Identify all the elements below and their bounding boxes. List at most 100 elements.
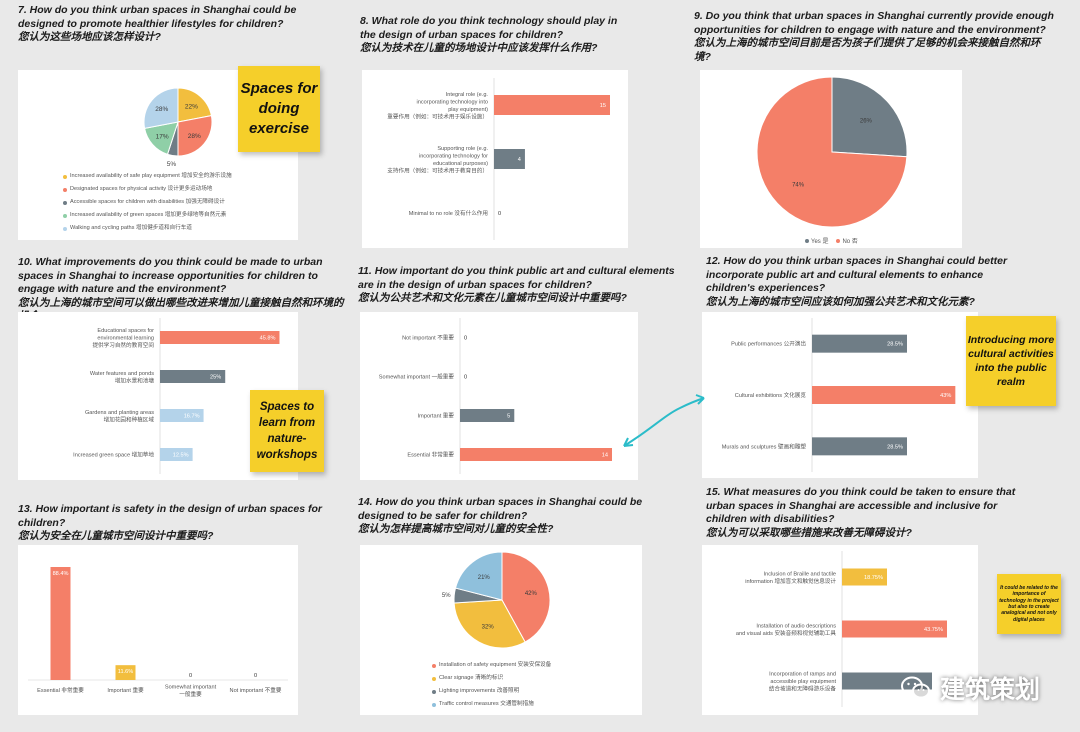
q15-chart-card: Inclusion of Braille and tactile informat…: [702, 545, 978, 715]
q14-chart-card: 42% 32% 5% 21% Installation of safety equip…: [360, 545, 642, 715]
sticky-note-cultural: Introducing more cultural activities int…: [966, 316, 1056, 406]
q9-legend: Yes 是 No 否: [805, 236, 858, 245]
q8-category-label-2: Minimal to no role 没有什么作用: [409, 209, 488, 217]
q9-pie-chart: 26% 74%: [756, 76, 908, 228]
q14-legend-swatch-3: [432, 702, 436, 707]
q11-value-label-2: 5: [507, 414, 510, 420]
watermark-text: 建筑策划: [940, 676, 1041, 704]
q8-title-cn: 您认为技术在儿童的场地设计中应该发挥什么作用?: [360, 42, 598, 54]
q7-legend-label-0: Increased availability of safe play equi…: [70, 173, 232, 179]
q14-title-en: 14. How do you think urban spaces in Sha…: [358, 496, 643, 522]
q7-legend-swatch-0: [63, 174, 67, 179]
q7-slice-label-4: 28%: [155, 106, 168, 113]
q12-title: 12. How do you think urban spaces in Sha…: [706, 255, 1026, 309]
q14-title-cn: 您认为怎样提高城市空间对儿童的安全性?: [358, 523, 554, 535]
q11-category-label-2: Important 重要: [418, 412, 455, 420]
q14-legend-label-0: Installation of safety equipment 安装安保设备: [439, 662, 552, 668]
q12-bar-2: [812, 437, 907, 456]
q8-chart-card: Integral role (e.g. incorporating technol…: [362, 70, 628, 248]
q11-value-label-1: 0: [464, 375, 467, 381]
q15-title-cn: 您认为可以采取哪些措施来改善无障碍设计?: [706, 526, 912, 539]
q10-bar-1: [160, 370, 226, 383]
q10-value-label-3: 12.5%: [173, 453, 189, 459]
q14-legend-item-2: Lighting improvements 改善照明: [432, 685, 551, 698]
q13-bar-0: [50, 567, 71, 680]
q14-slice-label-2: 5%: [442, 593, 451, 599]
q10-bar-chart: Educational spaces for environmental lear…: [73, 318, 280, 474]
q8-title: 8. What role do you think technology sho…: [360, 15, 635, 56]
q14-slice-3: [454, 551, 503, 601]
q9-slice-label-1: 74%: [792, 182, 805, 188]
q14-slice-0: [501, 551, 551, 643]
q7-slice-label-2: 5%: [167, 161, 177, 168]
q14-legend-item-3: Traffic control measures 交通管制措施: [432, 698, 551, 711]
q7-slice-label-0: 22%: [185, 103, 198, 110]
q14-legend-swatch-1: [432, 676, 436, 681]
q8-value-label-1: 4: [518, 157, 521, 163]
q14-legend-swatch-0: [432, 663, 436, 668]
q10-title-en: 10. What improvements do you think could…: [18, 256, 323, 295]
q8-bar-chart: Integral role (e.g. incorporating technol…: [387, 78, 610, 240]
q14-title: 14. How do you think urban spaces in Sha…: [358, 496, 683, 537]
q12-value-label-2: 28.5%: [887, 444, 903, 450]
q13-category-label-0: Essential 非常重要: [37, 686, 84, 694]
q12-chart-card: Public performances 公开演出 28.5% Cultural ex…: [702, 312, 978, 478]
q11-bar-3: [460, 448, 612, 461]
q13-title: 13. How important is safety in the desig…: [18, 503, 348, 544]
q14-slice-label-1: 32%: [482, 625, 495, 631]
q10-category-label-2: Gardens and planting areas 增加花园和种植区域: [85, 410, 154, 424]
sticky-note-exercise: Spaces for doing exercise: [238, 66, 320, 152]
q15-category-label-2: Incorporation of ramps and accessible pla…: [769, 672, 837, 693]
q7-legend: Increased availability of safe play equi…: [63, 170, 232, 235]
q7-slice-1: [177, 115, 213, 157]
q10-bar-2: [160, 409, 204, 422]
q15-title-en: 15. What measures do you think could be …: [706, 486, 1016, 525]
q7-legend-label-1: Designated spaces for physical activity …: [70, 186, 213, 192]
q15-value-label-0: 18.75%: [864, 575, 883, 581]
q10-value-label-1: 25%: [210, 375, 221, 381]
q9-legend-label-1: No 否: [842, 239, 858, 245]
q10-value-label-0: 45.8%: [260, 336, 276, 342]
q13-category-label-2: Somewhat important 一般重要: [165, 684, 217, 698]
q13-title-en: 13. How important is safety in the desig…: [18, 503, 322, 529]
q8-value-label-0: 15: [600, 103, 606, 109]
q12-bar-chart: Public performances 公开演出 28.5% Cultural ex…: [722, 318, 956, 472]
q12-value-label-1: 43%: [940, 393, 951, 399]
q7-title-en: 7. How do you think urban spaces in Shan…: [18, 4, 297, 30]
q11-bar-chart: Not important 不重要 0 Somewhat important 一般重…: [379, 318, 612, 474]
q7-legend-item-4: Walking and cycling paths 增加健步道和自行车道: [63, 222, 232, 235]
q7-slice-label-1: 28%: [188, 133, 201, 140]
q9-slice-0: [831, 76, 908, 158]
q11-category-label-3: Essential 非常重要: [407, 451, 454, 459]
q14-pie-chart: 42% 32% 5% 21%: [442, 551, 551, 649]
q10-category-label-0: Educational spaces for environmental lear…: [92, 328, 154, 349]
q7-legend-swatch-3: [63, 213, 67, 218]
q7-legend-item-0: Increased availability of safe play equi…: [63, 170, 232, 183]
q13-category-label-1: Important 重要: [107, 686, 144, 694]
q9-title: 9. Do you think that urban spaces in Sha…: [694, 10, 1056, 64]
q7-legend-item-1: Designated spaces for physical activity …: [63, 183, 232, 196]
q7-slice-label-3: 17%: [156, 133, 169, 140]
q8-category-label-0: Integral role (e.g. incorporating technol…: [387, 92, 488, 121]
q9-slice-label-0: 26%: [860, 119, 873, 125]
q9-slice-1: [756, 76, 908, 228]
q10-category-label-3: Increased green space 增加草地: [73, 451, 154, 459]
q10-bar-0: [160, 331, 280, 344]
q9-title-cn: 您认为上海的城市空间目前是否为孩子们提供了足够的机会来接触自然和环境?: [694, 37, 1041, 63]
q14-legend-swatch-2: [432, 689, 436, 694]
q12-bar-0: [812, 334, 907, 353]
q10-bar-3: [160, 448, 193, 461]
q7-slice-0: [177, 87, 212, 123]
q14-legend: Installation of safety equipment 安装安保设备 C…: [432, 659, 551, 711]
q7-title-cn: 您认为这些场地应该怎样设计?: [18, 31, 161, 43]
q12-bar-1: [812, 386, 956, 404]
q8-bar-0: [494, 95, 610, 115]
q11-title-cn: 您认为公共艺术和文化元素在儿童城市空间设计中重要吗?: [358, 292, 627, 304]
q9-legend-swatch-0: [805, 239, 809, 243]
q13-bar-1: [115, 665, 136, 680]
q7-legend-item-3: Increased availability of green spaces 增…: [63, 209, 232, 222]
q15-category-label-1: Installation of audio descriptions and vi…: [736, 623, 836, 637]
q14-legend-label-3: Traffic control measures 交通管制措施: [439, 701, 534, 707]
q11-category-label-0: Not important 不重要: [402, 334, 454, 342]
watermark: 建筑策划: [900, 670, 1040, 706]
